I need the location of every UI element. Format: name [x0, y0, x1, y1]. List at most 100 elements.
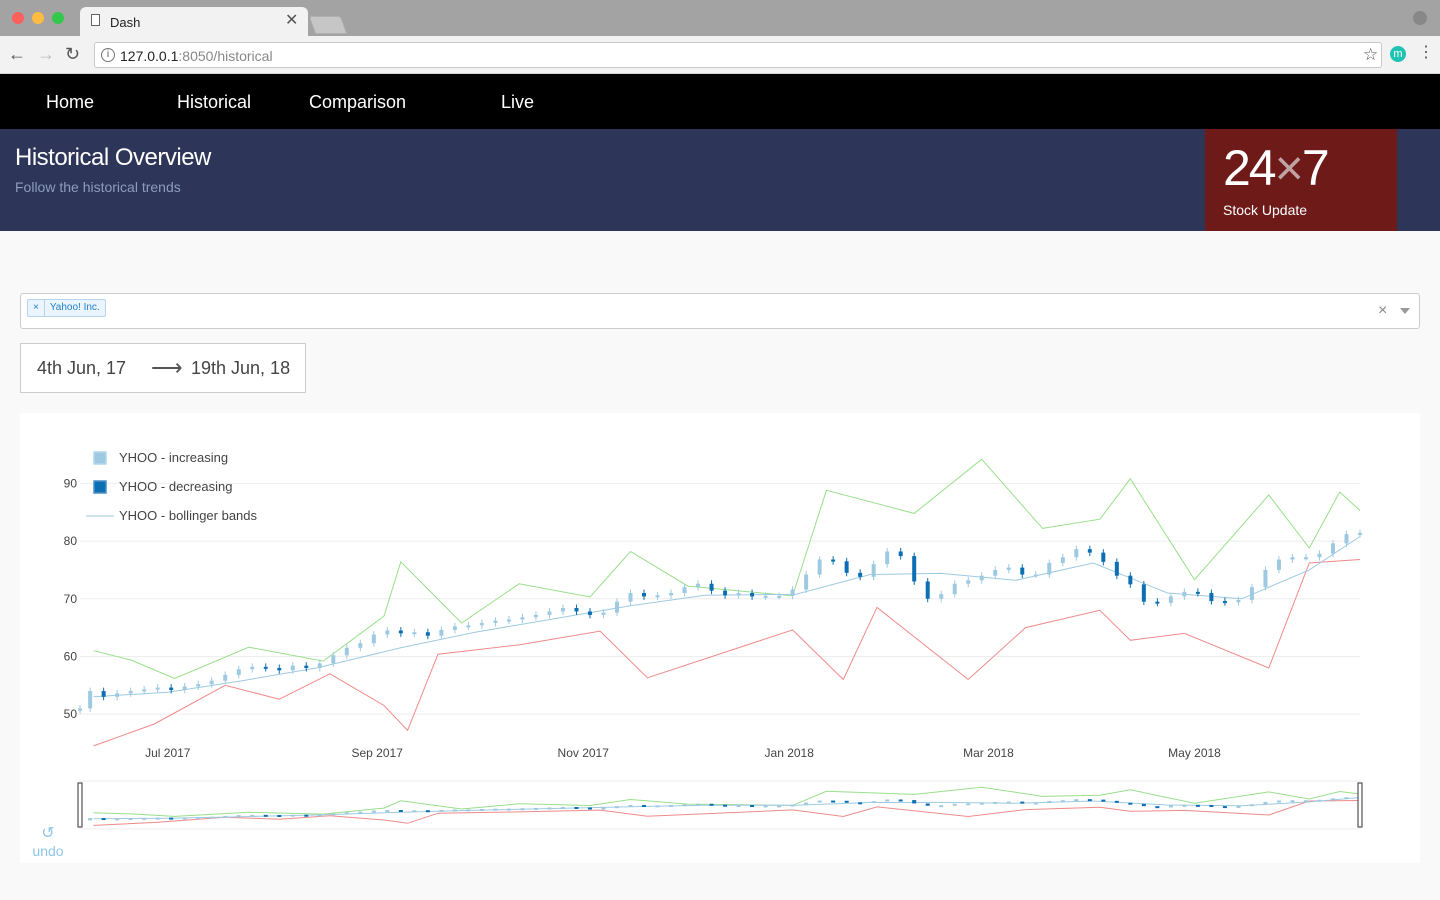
browser-tab[interactable]: Dash ✕: [80, 7, 308, 36]
candle-increasing: [493, 620, 498, 623]
undo-button[interactable]: ↺ undo: [30, 825, 66, 859]
reload-icon[interactable]: ↻: [65, 44, 81, 64]
candle-increasing: [1236, 599, 1241, 603]
bookmark-star-icon[interactable]: ☆: [1363, 45, 1379, 64]
x-tick-label: Nov 2017: [558, 746, 610, 760]
range-slider-candle: [844, 800, 849, 803]
page-subtitle: Follow the historical trends: [15, 179, 181, 195]
chip-label: Yahoo! Inc.: [49, 302, 100, 313]
candle-decreasing: [1155, 601, 1160, 604]
nav-home[interactable]: Home: [46, 92, 95, 112]
range-slider-handle: [77, 782, 83, 828]
range-slider-candle: [236, 815, 241, 818]
candle-decreasing: [925, 581, 930, 599]
minimize-window-button[interactable]: [32, 12, 44, 24]
candle-decreasing: [1209, 593, 1214, 602]
start-date-input[interactable]: 4th Jun, 17: [37, 358, 127, 378]
nav-comparison[interactable]: Comparison: [309, 92, 407, 112]
candle-decreasing: [642, 593, 647, 597]
candle-increasing: [196, 684, 201, 687]
zoom-window-button[interactable]: [52, 12, 64, 24]
range-slider-candle: [155, 817, 160, 820]
legend-swatch: [93, 480, 107, 494]
close-tab-icon[interactable]: ✕: [285, 12, 299, 29]
candle-increasing: [1047, 563, 1052, 575]
range-slider-candle: [520, 808, 525, 811]
forward-arrow-icon[interactable]: →: [37, 44, 55, 64]
x-tick-label: Jan 2018: [765, 746, 815, 760]
range-slider-candle: [1236, 805, 1241, 808]
range-slider-candle: [1047, 801, 1052, 803]
candle-decreasing: [1101, 552, 1106, 562]
candle-increasing: [520, 617, 525, 620]
candlestick-chart[interactable]: 50 60 70 80 90 Jul 2017 Sep 2017 Nov 2017 Jan 20…: [20, 413, 1420, 863]
bollinger-middle-line: [93, 536, 1361, 698]
new-tab-button[interactable]: [308, 16, 348, 34]
candle-increasing: [614, 601, 619, 613]
back-arrow-icon[interactable]: ←: [8, 44, 26, 64]
range-slider-candle: [642, 805, 647, 807]
y-tick-label: 60: [64, 649, 78, 663]
range-slider-candle: [358, 811, 363, 814]
range-slider-candle: [925, 803, 930, 806]
range-slider-candle: [331, 813, 336, 816]
range-slider-candle: [1074, 799, 1079, 802]
candle-decreasing: [831, 559, 836, 562]
range-slider-candle: [696, 803, 701, 806]
address-bar[interactable]: i 127.0.0.1:8050/historical ☆: [94, 42, 1382, 68]
candle-increasing: [696, 583, 701, 588]
candle-increasing: [1182, 591, 1187, 597]
range-slider-candle: [669, 805, 674, 807]
range-slider-candle: [425, 810, 430, 813]
range-slider-candle: [439, 809, 444, 812]
range-slider-candle: [196, 817, 201, 820]
candle-increasing: [317, 663, 322, 668]
undo-label: undo: [32, 843, 64, 859]
candle-decreasing: [844, 561, 849, 573]
range-slider-candle: [385, 810, 390, 812]
candle-increasing: [128, 691, 133, 694]
more-menu-icon[interactable]: ⋮: [1418, 44, 1434, 61]
range-slider-candle: [898, 799, 903, 802]
candle-increasing: [1263, 569, 1268, 588]
candle-increasing: [1276, 559, 1281, 570]
stock-multi-select[interactable]: × Yahoo! Inc. ×: [20, 293, 1420, 329]
range-slider-candle: [506, 808, 511, 811]
candle-increasing: [1358, 533, 1362, 535]
remove-chip-icon[interactable]: ×: [28, 300, 45, 316]
range-slider-candle: [115, 818, 120, 821]
range-slider-candle: [1033, 802, 1038, 805]
end-date-input[interactable]: 19th Jun, 18: [191, 358, 291, 378]
range-slider-candle: [1141, 803, 1146, 807]
info-icon[interactable]: i: [101, 48, 115, 62]
range-slider-candle: [1249, 804, 1254, 807]
extension-icon[interactable]: m: [1390, 46, 1406, 62]
range-slider-candle: [479, 809, 484, 811]
candle-increasing: [939, 594, 944, 599]
nav-historical[interactable]: Historical: [177, 92, 252, 112]
range-slider-candle: [493, 808, 498, 811]
candle-increasing: [1249, 587, 1254, 600]
nav-live[interactable]: Live: [501, 92, 535, 112]
browser-toolbar: ← → ↻ i 127.0.0.1:8050/historical ☆ m ⋮: [0, 36, 1440, 74]
range-slider-candle: [1222, 806, 1227, 809]
range-slider-candle: [655, 805, 660, 808]
clear-selection-icon[interactable]: ×: [1378, 302, 1388, 319]
profile-icon[interactable]: [1413, 11, 1427, 25]
range-slider-candle: [88, 818, 93, 821]
candle-increasing: [763, 595, 768, 598]
candle-decreasing: [898, 551, 903, 557]
range-slider-upper-line: [93, 786, 1361, 817]
range-slider-candle: [966, 803, 971, 806]
y-tick-label: 90: [64, 476, 78, 490]
candle-increasing: [209, 680, 214, 685]
range-slider-candle: [614, 806, 619, 809]
candle-increasing: [115, 693, 120, 697]
candle-increasing: [1303, 557, 1308, 560]
range-slider-candle: [466, 809, 471, 812]
range-slider-candle: [1209, 805, 1214, 807]
range-slider-candle: [1020, 801, 1025, 804]
dropdown-arrow-icon[interactable]: [1400, 308, 1410, 314]
close-window-button[interactable]: [12, 12, 24, 24]
candle-decreasing: [750, 593, 755, 597]
